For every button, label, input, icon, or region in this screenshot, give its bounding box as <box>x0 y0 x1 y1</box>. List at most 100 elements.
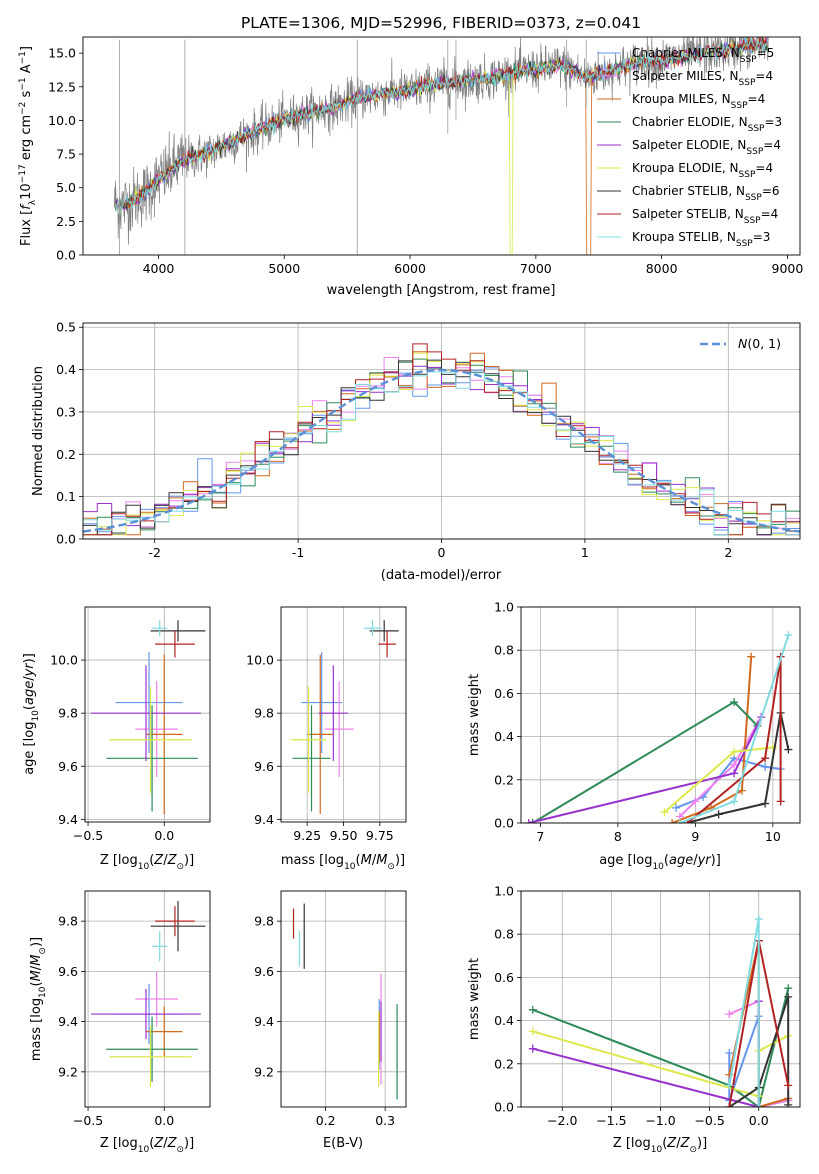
x-tick-label: 0.0 <box>154 1113 174 1128</box>
x-tick-label: 9 <box>691 829 699 844</box>
weight-series-line <box>728 996 790 1107</box>
x-tick-label: 2 <box>724 545 732 560</box>
x-axis-label: mass [log10(M/M⊙)] <box>281 853 405 872</box>
z-mass-chart: −0.5 0.0 9.2 9.4 9.6 9.8 Z [log10(Z/Z⊙)] mass [… <box>29 890 211 1155</box>
y-tick-label: 9.6 <box>254 964 274 979</box>
axes-frame: 0.2 0.3 9.2 9.4 9.6 9.8 E(B-V) <box>254 890 407 1151</box>
weight-point <box>784 745 793 754</box>
weight-point <box>675 819 684 823</box>
y-tick-label: 9.8 <box>58 706 78 721</box>
weight-point <box>660 808 669 817</box>
x-tick-label: 9.25 <box>293 828 321 843</box>
y-axis-label: mass [log10(M/M⊙)] <box>29 937 48 1061</box>
axes-border <box>84 606 211 823</box>
legend-label: Salpeter STELIB, NSSP=4 <box>632 207 778 226</box>
axes-border <box>84 890 211 1108</box>
age-weight-chart: 7 8 9 10 0.0 0.2 0.4 0.6 0.8 1.0 age [log10(age/yr… <box>467 600 801 872</box>
normal-reference-curve <box>83 368 800 533</box>
y-tick-label: 12.5 <box>48 79 76 94</box>
x-tick-label: 7000 <box>520 261 552 276</box>
weight-series-line <box>686 656 782 823</box>
charts-layer: 4000 5000 6000 7000 8000 90000.02.55.07.510.0… <box>18 36 804 1155</box>
histogram-series <box>83 367 800 539</box>
x-tick-label: -1 <box>292 545 304 560</box>
weight-point <box>784 1081 793 1090</box>
legend-label: Kroupa MILES, NSSP=4 <box>632 92 765 111</box>
y-tick-label: 0.0 <box>56 532 76 547</box>
x-tick-label: 0.0 <box>154 828 174 843</box>
axes-frame: −0.5 0.0 9.2 9.4 9.6 9.8 Z [log10(Z/Z⊙)] mass [… <box>29 890 211 1155</box>
y-tick-label: 2.5 <box>56 214 76 229</box>
z-age-chart: −0.5 0.0 9.4 9.6 9.8 10.0 Z [log10(Z/Z⊙)] age [… <box>22 606 211 872</box>
axes-frame: 4000 5000 6000 7000 8000 9000 0.0 2.5 5.0 7.5 10.0… <box>18 36 804 298</box>
weight-point <box>776 797 785 806</box>
weight-point <box>730 760 739 769</box>
y-tick-label: 10.0 <box>50 653 78 668</box>
model-spectrum-line <box>115 37 769 216</box>
x-axis-label: age [log10(age/yr)] <box>599 853 721 872</box>
x-tick-label: 5000 <box>268 261 300 276</box>
y-tick-label: 0.0 <box>494 1100 514 1115</box>
x-tick-label: −1.5 <box>596 1113 626 1128</box>
y-tick-label: 0.4 <box>56 362 76 377</box>
weight-point <box>725 1049 734 1057</box>
weight-point <box>725 1103 734 1107</box>
weight-point <box>524 819 533 823</box>
x-tick-label: −1.0 <box>645 1113 675 1128</box>
y-tick-label: 7.5 <box>56 147 76 162</box>
y-tick-label: 0.3 <box>56 404 76 419</box>
y-tick-label: 9.6 <box>254 759 274 774</box>
weight-series-line <box>671 656 753 823</box>
y-tick-label: 1.0 <box>494 884 514 899</box>
y-tick-label: 9.4 <box>58 812 78 827</box>
x-axis-label: Z [log10(Z/Z⊙)] <box>100 853 194 872</box>
axes-frame: -2 -1 0 1 2 0.0 0.1 0.2 0.3 0.4 0.5 N(0, 1) (data-mo… <box>31 320 801 583</box>
weight-point <box>668 819 677 823</box>
x-tick-label: 7 <box>536 829 544 844</box>
z-weight-chart: −2.0 −1.5 −1.0 −0.5 0.0 0.0 0.2 0.4 0.6 0.8 1.0 Z [… <box>467 884 801 1155</box>
weight-point <box>725 1081 734 1090</box>
x-axis-label: Z [log10(Z/Z⊙)] <box>100 1136 194 1155</box>
weight-point <box>691 797 700 806</box>
plot-area <box>292 903 398 1100</box>
legend-label: Salpeter MILES, NSSP=4 <box>632 69 773 88</box>
y-tick-label: 0.2 <box>494 1056 514 1071</box>
y-tick-label: 9.4 <box>254 812 274 827</box>
y-tick-label: 0.4 <box>494 1013 514 1028</box>
axes-border <box>520 606 801 824</box>
axes-border <box>280 606 407 823</box>
weight-point <box>754 915 763 924</box>
gridlines <box>281 891 406 1107</box>
weight-point <box>528 819 537 823</box>
residual-histogram-chart: -2 -1 0 1 2 0.0 0.1 0.2 0.3 0.4 0.5 N(0, 1) (data-mo… <box>31 320 801 583</box>
weight-point <box>737 786 746 795</box>
y-tick-label: 9.4 <box>58 1014 78 1029</box>
legend: Chabrier MILES, NSSP=5 Salpeter MILES, NS… <box>597 46 782 249</box>
legend-label: Kroupa ELODIE, NSSP=4 <box>632 161 773 180</box>
histogram-series <box>83 343 800 539</box>
y-tick-label: 9.6 <box>58 759 78 774</box>
x-tick-label: 9.50 <box>330 828 358 843</box>
weight-point <box>730 747 739 756</box>
y-tick-label: 9.8 <box>254 914 274 929</box>
y-tick-label: 0.5 <box>56 320 76 335</box>
y-tick-label: 1.0 <box>494 600 514 615</box>
legend-label: Chabrier STELIB, NSSP=6 <box>632 184 780 203</box>
plot-area <box>91 620 206 815</box>
x-tick-label: 0 <box>438 545 446 560</box>
weight-point <box>754 1103 763 1107</box>
weight-point <box>730 769 739 778</box>
y-tick-label: 9.8 <box>58 914 78 929</box>
x-tick-label: 9.75 <box>366 828 394 843</box>
x-axis-label: E(B-V) <box>323 1136 363 1151</box>
x-axis-label: (data-model)/error <box>381 568 502 583</box>
x-tick-label: 0.2 <box>316 1113 336 1128</box>
y-axis-label: mass weight <box>467 958 482 1040</box>
weight-point <box>714 810 723 819</box>
y-tick-label: 9.2 <box>58 1064 78 1079</box>
x-tick-label: 0.3 <box>375 1113 395 1128</box>
x-tick-label: 9000 <box>772 261 804 276</box>
x-axis-label: wavelength [Angstrom, rest frame] <box>327 283 556 298</box>
